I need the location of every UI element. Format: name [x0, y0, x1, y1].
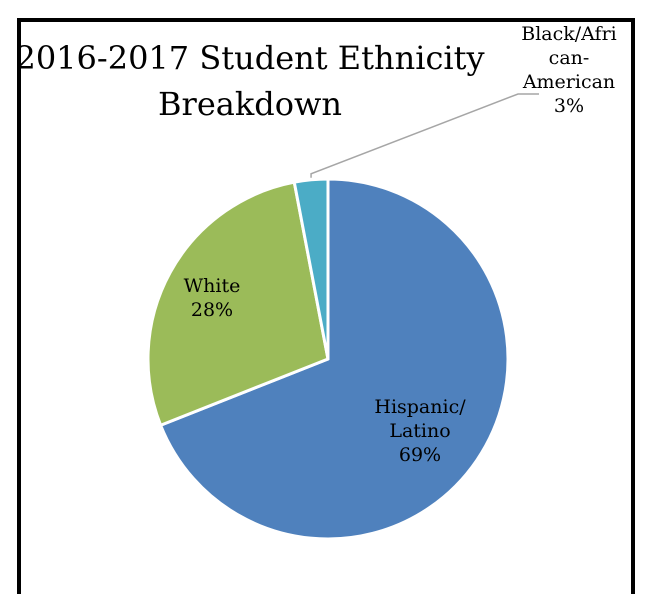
slice-label-hispanic-line-1: Hispanic/: [374, 396, 466, 418]
slice-label-hispanic-line-2: Latino: [389, 420, 450, 442]
chart-title: 2016-2017 Student Ethnicity Breakdown: [15, 39, 484, 123]
leader-lines: [310, 93, 539, 178]
pie-slice-white: [146, 180, 330, 427]
slice-label-black-percent: 3%: [554, 95, 584, 117]
slice-label-black-line-3: American: [522, 71, 615, 93]
slice-label-white-percent: 28%: [191, 299, 233, 321]
slice-label-hispanic-percent: 69%: [399, 444, 441, 466]
leader-line-black-african-american: [310, 93, 539, 178]
pie-slice-hispanic-latino: [159, 177, 510, 541]
pie-slice-black-african-american: [292, 177, 330, 361]
slice-label-black-line-2: can-: [549, 47, 590, 69]
pie-slices: [146, 177, 510, 541]
slice-label-white: White: [184, 275, 241, 297]
chart-title-line-2: Breakdown: [158, 85, 342, 123]
slice-label-black-line-1: Black/Afri: [521, 23, 617, 45]
chart-title-line-1: 2016-2017 Student Ethnicity: [15, 39, 484, 77]
